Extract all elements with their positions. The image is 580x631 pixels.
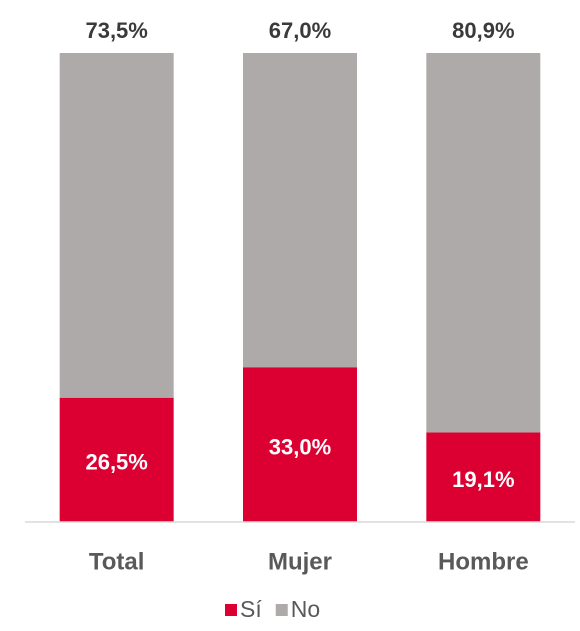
legend-swatch	[275, 604, 288, 616]
data-label: 73,5%	[85, 18, 147, 43]
data-label: 67,0%	[269, 18, 331, 43]
bar-segment	[59, 397, 174, 522]
bar-segment	[426, 53, 541, 433]
data-label: 80,9%	[452, 18, 514, 43]
legend-label: No	[291, 596, 320, 622]
bar-segment	[426, 432, 541, 522]
bar-segment	[243, 367, 357, 522]
legend-swatch	[225, 604, 237, 616]
data-label: 26,5%	[85, 450, 147, 475]
bar-segment	[59, 53, 174, 398]
x-tick-label: Mujer	[268, 548, 332, 575]
legend-label: Sí	[240, 596, 262, 622]
bar-segment	[243, 53, 357, 368]
data-label: 33,0%	[269, 434, 331, 459]
x-tick-label: Total	[89, 548, 145, 575]
x-tick-label: Hombre	[438, 548, 529, 575]
data-label: 19,1%	[452, 467, 514, 492]
